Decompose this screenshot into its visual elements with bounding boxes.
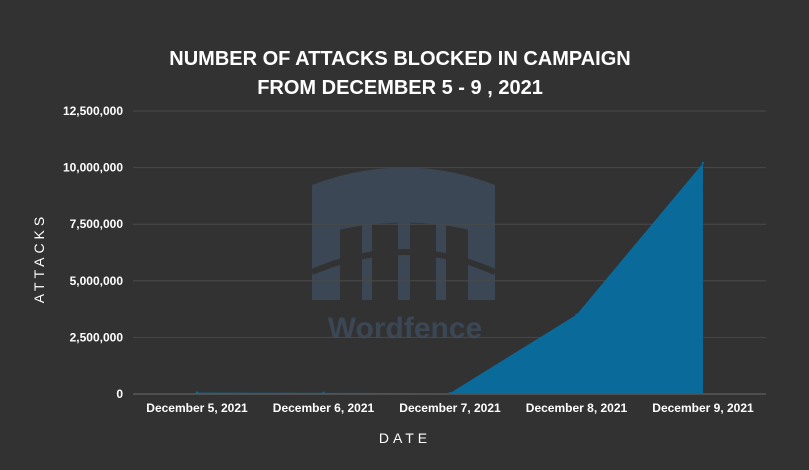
x-axis-label: DATE: [379, 430, 431, 446]
y-tick-label: 12,500,000: [63, 104, 123, 118]
y-tick-label: 0: [116, 387, 123, 401]
data-point: [701, 161, 705, 165]
y-tick-label: 7,500,000: [70, 217, 124, 231]
y-tick-label: 2,500,000: [70, 330, 124, 344]
data-point: [322, 391, 325, 395]
x-tick-label: December 5, 2021: [146, 401, 248, 415]
wordfence-watermark-text: Wordfence: [328, 312, 482, 345]
x-tick-label: December 7, 2021: [399, 401, 501, 415]
chart-title-line-2: FROM DECEMBER 5 - 9 , 2021: [257, 77, 543, 99]
series-area: [197, 163, 703, 394]
data-point: [195, 391, 199, 394]
x-tick-label: December 9, 2021: [652, 401, 754, 415]
y-axis-label: ATTACKS: [31, 213, 47, 304]
y-tick-label: 5,000,000: [70, 274, 124, 288]
y-axis: 0 2,500,000 5,000,000 7,500,000 10,000,000 12…: [63, 104, 123, 401]
data-point: [575, 313, 578, 316]
wordfence-fence-icon: [310, 167, 497, 300]
data-point: [448, 391, 452, 395]
wordfence-watermark: Wordfence: [310, 167, 497, 345]
x-tick-label: December 6, 2021: [273, 401, 375, 415]
x-axis: December 5, 2021 December 6, 2021 December…: [146, 401, 754, 415]
area-layer: [197, 163, 703, 394]
y-tick-label: 10,000,000: [63, 161, 123, 175]
points-layer: [195, 161, 705, 395]
chart-title-line-1: NUMBER OF ATTACKS BLOCKED IN CAMPAIGN: [169, 48, 630, 70]
x-tick-label: December 8, 2021: [526, 401, 628, 415]
